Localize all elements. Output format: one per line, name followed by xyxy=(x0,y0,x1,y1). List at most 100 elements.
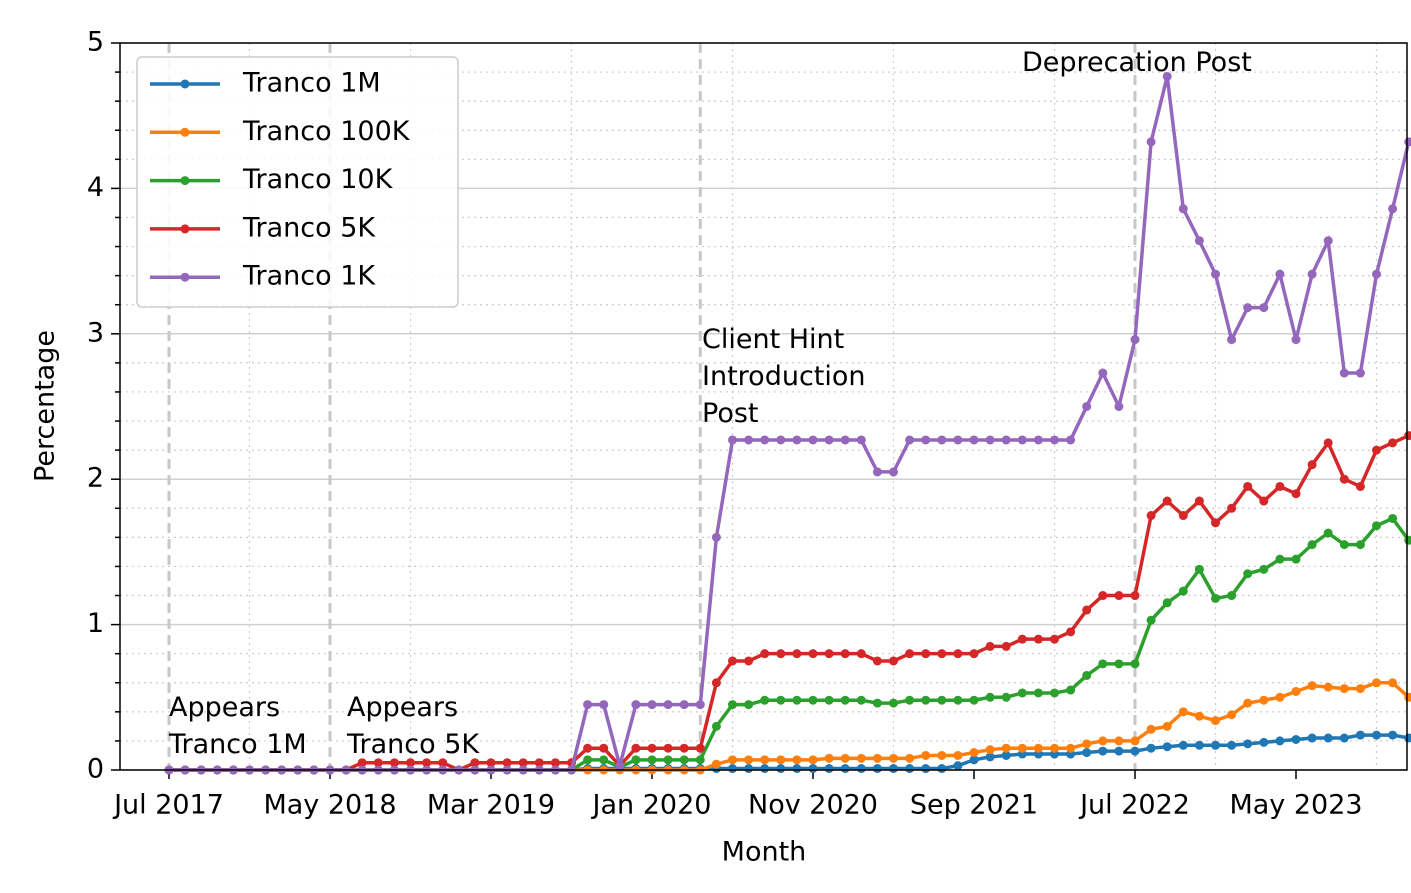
data-point xyxy=(1372,521,1381,531)
data-point xyxy=(1259,737,1269,747)
data-point xyxy=(728,700,737,710)
data-point xyxy=(1291,686,1301,696)
data-point xyxy=(969,748,979,758)
data-point xyxy=(1098,659,1108,669)
data-point xyxy=(1066,435,1076,445)
data-point xyxy=(824,649,834,659)
data-point xyxy=(695,755,705,765)
data-point xyxy=(1275,554,1285,564)
data-point xyxy=(840,695,850,705)
data-point xyxy=(1211,269,1220,279)
data-point xyxy=(1211,716,1220,726)
data-point xyxy=(1275,481,1285,491)
data-point xyxy=(1291,734,1301,744)
data-point xyxy=(1001,641,1011,651)
data-point xyxy=(792,764,802,774)
data-point xyxy=(1162,496,1172,506)
data-point xyxy=(889,764,898,774)
data-point xyxy=(1291,554,1301,564)
data-point xyxy=(1001,743,1011,753)
data-point xyxy=(663,755,673,765)
data-point xyxy=(921,750,931,760)
data-point xyxy=(1033,688,1043,698)
data-point xyxy=(808,649,818,659)
data-point xyxy=(1017,743,1027,753)
data-point xyxy=(1082,402,1092,411)
data-point xyxy=(1050,743,1059,753)
data-point xyxy=(518,758,528,768)
data-point xyxy=(856,695,866,705)
data-point xyxy=(1178,707,1188,717)
legend-label: Tranco 1M xyxy=(242,68,381,99)
data-point xyxy=(534,758,544,768)
data-point xyxy=(679,700,689,710)
data-point xyxy=(1372,678,1381,688)
data-point xyxy=(744,700,754,710)
data-point xyxy=(840,753,850,763)
data-point xyxy=(728,755,737,765)
data-point xyxy=(969,695,979,705)
data-point xyxy=(776,764,786,774)
data-point xyxy=(1355,540,1365,550)
data-point xyxy=(921,435,931,445)
data-point xyxy=(1130,746,1140,756)
data-point xyxy=(840,649,850,659)
data-point xyxy=(744,435,754,445)
legend-marker xyxy=(180,176,190,186)
data-point xyxy=(744,755,754,765)
data-point xyxy=(856,435,866,445)
data-point xyxy=(1050,688,1059,698)
data-point xyxy=(663,700,673,710)
data-point xyxy=(711,759,721,769)
data-point xyxy=(1162,598,1172,608)
data-point xyxy=(1259,496,1269,506)
data-point xyxy=(1275,736,1285,746)
data-point xyxy=(985,745,995,755)
x-tick-label: Mar 2019 xyxy=(427,790,555,821)
data-point xyxy=(1098,736,1108,746)
data-point xyxy=(1307,681,1317,691)
data-point xyxy=(1211,518,1220,528)
annotation: Deprecation Post xyxy=(1022,47,1252,78)
data-point xyxy=(1259,564,1269,574)
data-point xyxy=(1017,688,1027,698)
data-point xyxy=(872,764,882,774)
data-point xyxy=(905,649,915,659)
data-point xyxy=(1323,733,1333,743)
data-point xyxy=(502,758,512,768)
data-point xyxy=(728,435,737,445)
data-point xyxy=(1066,685,1076,695)
data-point xyxy=(1017,634,1027,644)
data-point xyxy=(824,695,834,705)
data-point xyxy=(373,758,383,768)
data-point xyxy=(1323,236,1333,246)
data-point xyxy=(1339,474,1349,484)
data-point xyxy=(1307,460,1317,470)
data-point xyxy=(1372,730,1381,740)
data-point xyxy=(808,695,818,705)
data-point xyxy=(840,435,850,445)
data-point xyxy=(1130,335,1140,345)
data-point xyxy=(1194,740,1204,750)
data-point xyxy=(1388,438,1398,448)
data-point xyxy=(1194,564,1204,574)
data-point xyxy=(1130,591,1140,601)
data-point xyxy=(856,649,866,659)
data-point xyxy=(550,758,560,768)
data-point xyxy=(1372,269,1381,279)
data-point xyxy=(808,755,818,765)
data-point xyxy=(872,698,882,708)
annotation: Appears Tranco 5K xyxy=(346,692,480,760)
data-point xyxy=(1194,711,1204,721)
data-point xyxy=(744,764,754,774)
data-point xyxy=(776,435,786,445)
data-point xyxy=(824,435,834,445)
data-point xyxy=(1162,71,1172,81)
data-point xyxy=(1291,489,1301,499)
data-point xyxy=(1388,730,1398,740)
data-point xyxy=(1001,750,1011,760)
data-point xyxy=(1194,236,1204,246)
data-point xyxy=(1130,659,1140,669)
data-point xyxy=(889,753,898,763)
